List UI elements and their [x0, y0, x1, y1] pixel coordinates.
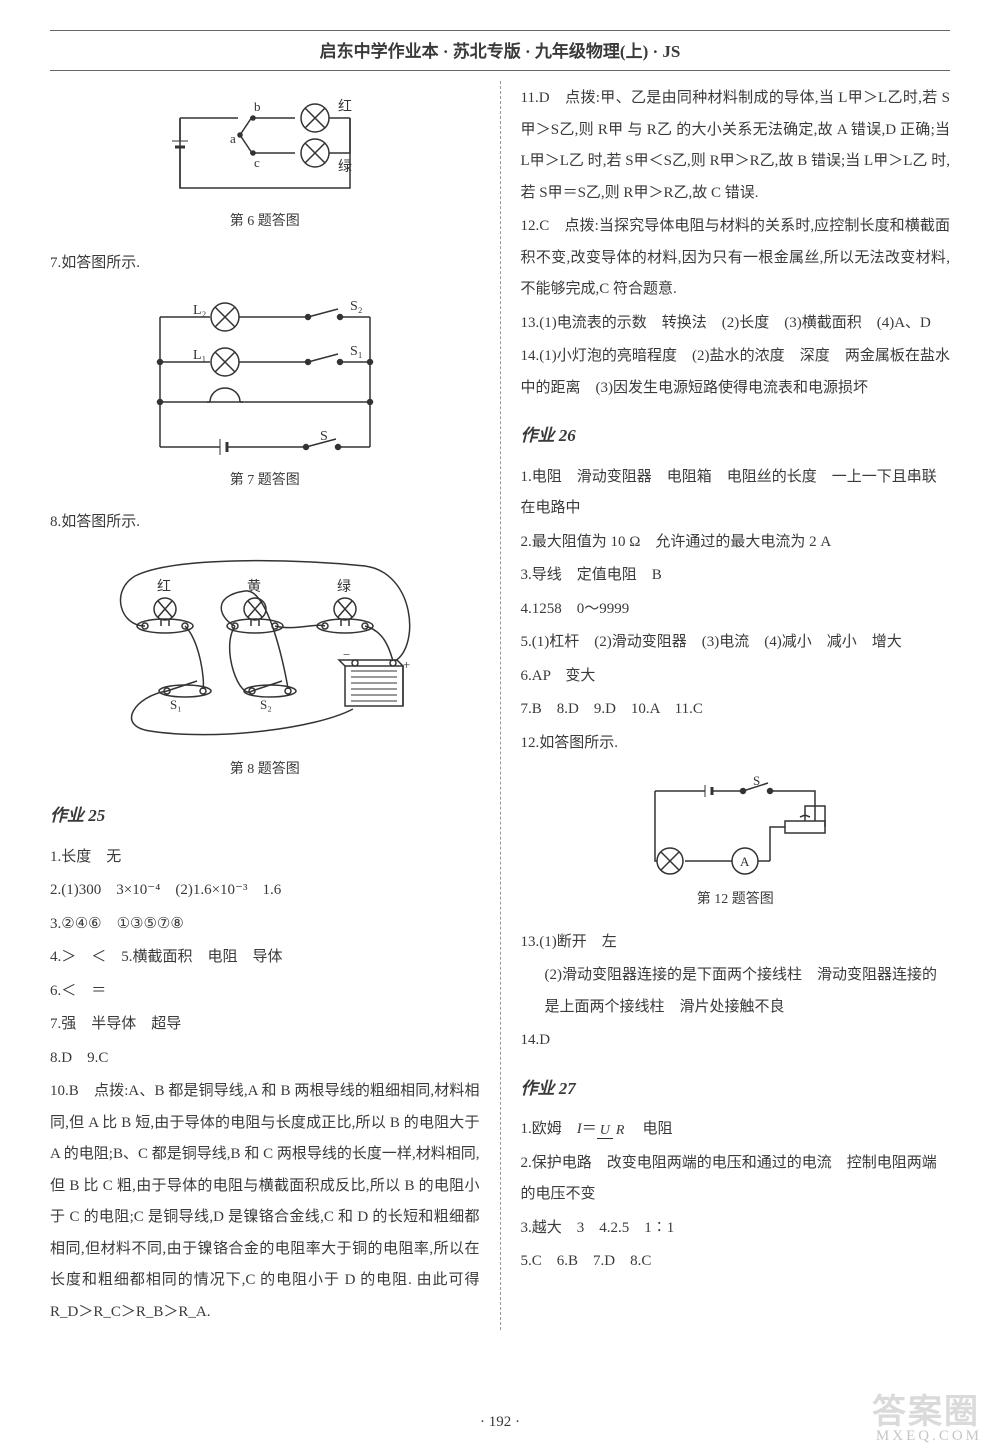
fig7-S2: S₂: [350, 299, 363, 314]
hw27-a1-eq: ＝: [582, 1121, 597, 1137]
fig12-A: A: [740, 854, 750, 869]
hw27-a3: 3.越大 3 4.2.5 1∶1: [521, 1213, 951, 1245]
hw25-a10: 10.B 点拨:A、B 都是铜导线,A 和 B 两根导线的粗细相同,材料相同,但…: [50, 1076, 480, 1328]
hw26-a14: 14.D: [521, 1025, 951, 1057]
hw26-a5: 5.(1)杠杆 (2)滑动变阻器 (3)电流 (4)减小 减小 增大: [521, 627, 951, 659]
hw26-a13: 13.(1)断开 左: [521, 927, 951, 959]
fig8-S2: S₂: [260, 697, 272, 712]
fig7-S1: S₁: [350, 344, 363, 359]
hw26-a6: 6.AP 变大: [521, 661, 951, 693]
fig7-caption: 第 7 题答图: [50, 466, 480, 495]
figure-8: 红 黄 绿 S₁ S₂ + − 第 8 题答图: [50, 551, 480, 784]
hw26-a4: 4.1258 0～9999: [521, 594, 951, 626]
hw27-a1-post: 电阻: [627, 1121, 672, 1137]
hw25-a4: 4.＞ ＜ 5.横截面积 电阻 导体: [50, 942, 480, 974]
fig6-label-c: c: [254, 155, 260, 170]
hw27-a1-pre: 1.欧姆: [521, 1121, 577, 1137]
fraction: UR: [597, 1122, 628, 1139]
hw27-a1: 1.欧姆 I＝UR 电阻: [521, 1114, 951, 1146]
hw25-a7: 7.强 半导体 超导: [50, 1009, 480, 1041]
fig8-yellow: 黄: [247, 578, 261, 595]
fig6-label-b: b: [254, 99, 261, 114]
hw25-a12: 12.C 点拨:当探究导体电阻与材料的关系时,应控制长度和横截面积不变,改变导体…: [521, 211, 951, 306]
hw25-a11: 11.D 点拨:甲、乙是由同种材料制成的导体,当 L甲＞L乙时,若 S甲＞S乙,…: [521, 83, 951, 209]
hw26-a13b: (2)滑动变阻器连接的是下面两个接线柱 滑动变阻器连接的是上面两个接线柱 滑片处…: [521, 960, 951, 1023]
fig6-label-red: 红: [338, 99, 352, 115]
hw26-title: 作业 26: [521, 418, 951, 454]
hw26-a1: 1.电阻 滑动变阻器 电阻箱 电阻丝的长度 一上一下且串联在电路中: [521, 462, 951, 525]
hw25-a1: 1.长度 无: [50, 842, 480, 874]
hw25-a14: 14.(1)小灯泡的亮暗程度 (2)盐水的浓度 深度 两金属板在盐水中的距离 (…: [521, 341, 951, 404]
fig12-S: S: [753, 773, 760, 788]
figure-6: b a c 红 绿 第 6 题答图: [50, 93, 480, 236]
left-column: b a c 红 绿 第 6 题答图 7.如答图所示.: [50, 81, 480, 1330]
hw25-a3: 3.②④⑥ ①③⑤⑦⑧: [50, 909, 480, 941]
fig6-label-a: a: [230, 131, 236, 146]
fig8-plus: +: [403, 657, 410, 672]
hw25-a13: 13.(1)电流表的示数 转换法 (2)长度 (3)横截面积 (4)A、D: [521, 308, 951, 340]
right-column: 11.D 点拨:甲、乙是由同种材料制成的导体,当 L甲＞L乙时,若 S甲＞S乙,…: [521, 81, 951, 1330]
hw27-a2: 2.保护电路 改变电阻两端的电压和通过的电流 控制电阻两端的电压不变: [521, 1148, 951, 1211]
fig8-green: 绿: [337, 579, 351, 595]
hw25-title: 作业 25: [50, 798, 480, 834]
fig8-minus: −: [343, 647, 350, 662]
fig6-label-green: 绿: [338, 159, 352, 175]
page-header: 启东中学作业本 · 苏北专版 · 九年级物理(上) · JS: [50, 30, 950, 71]
hw27-a1-U: U: [597, 1123, 613, 1139]
q8-intro: 8.如答图所示.: [50, 507, 480, 539]
hw27-title: 作业 27: [521, 1071, 951, 1107]
hw26-a7: 7.B 8.D 9.D 10.A 11.C: [521, 694, 951, 726]
fig12-caption: 第 12 题答图: [521, 885, 951, 914]
fig6-caption: 第 6 题答图: [50, 207, 480, 236]
hw27-a1-R: R: [613, 1123, 628, 1138]
fig8-caption: 第 8 题答图: [50, 755, 480, 784]
watermark-sub: MXEQ.COM: [876, 1428, 982, 1445]
fig7-L2: L₂: [193, 303, 207, 318]
figure-12: S A 第 12 题答图: [521, 771, 951, 914]
hw25-a8: 8.D 9.C: [50, 1043, 480, 1075]
fig7-S: S: [320, 429, 328, 444]
fig7-L1: L₁: [193, 348, 206, 363]
figure-7: L₂ L₁ S₂ S₁ S 第 7 题答图: [50, 292, 480, 495]
hw26-a2: 2.最大阻值为 10 Ω 允许通过的最大电流为 2 A: [521, 527, 951, 559]
hw25-a2: 2.(1)300 3×10⁻⁴ (2)1.6×10⁻³ 1.6: [50, 875, 480, 907]
fig8-red: 红: [157, 579, 171, 595]
hw26-a3: 3.导线 定值电阻 B: [521, 560, 951, 592]
q7-intro: 7.如答图所示.: [50, 248, 480, 280]
column-divider: [500, 81, 501, 1330]
content-columns: b a c 红 绿 第 6 题答图 7.如答图所示.: [50, 81, 950, 1330]
fig8-S1: S₁: [170, 697, 182, 712]
page-footer: · 192 ·: [0, 1414, 1000, 1431]
watermark: 答案圈: [872, 1384, 980, 1433]
hw25-a6: 6.＜ ＝: [50, 976, 480, 1008]
hw27-a5: 5.C 6.B 7.D 8.C: [521, 1246, 951, 1278]
hw26-a12: 12.如答图所示.: [521, 728, 951, 760]
